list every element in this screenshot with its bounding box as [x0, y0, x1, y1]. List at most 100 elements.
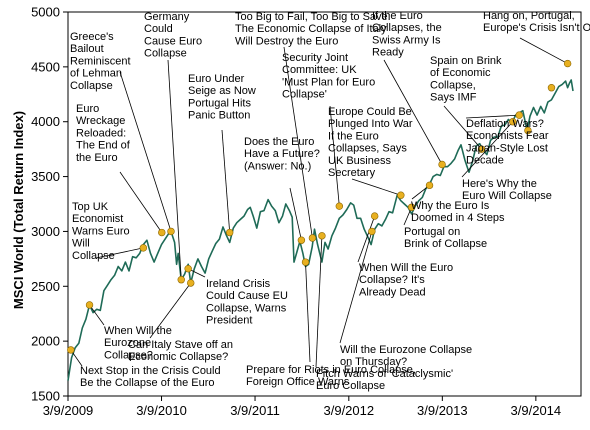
annotation-label: Top UK Economist Warns Euro Will Collapse	[72, 201, 130, 262]
annotation-line: If the Euro	[372, 10, 423, 22]
annotation-marker	[477, 145, 486, 153]
y-tick-label: 2500	[31, 279, 60, 294]
annotation-label: Can Italy Stave off an Economic Collapse?	[128, 339, 233, 363]
annotation-line: The End of	[76, 140, 131, 152]
annotation-line: Have a Future?	[244, 148, 320, 160]
annotation-label: Why the Euro Is Doomed in 4 Steps	[411, 200, 505, 224]
annotation-label: Greece's Bailout Reminiscent of Lehman Colla…	[70, 31, 131, 92]
annotation-line: Germany	[144, 11, 190, 23]
annotation-line: Bailout	[70, 43, 104, 55]
annotation-line: 'Must Plan for Euro	[282, 76, 375, 88]
annotation-marker	[515, 111, 523, 119]
annotation-leader	[283, 46, 313, 239]
annotation-marker	[308, 234, 317, 242]
annotation-label: When Will the Euro Collapse? It's Already …	[359, 262, 453, 298]
annotation-line: of Lehman	[70, 68, 122, 80]
y-tick-label: 2000	[31, 334, 60, 349]
annotation-label: Next Stop in the Crisis Could Be the Coll…	[80, 365, 221, 389]
annotation-marker	[547, 84, 556, 92]
annotation-label: Too Big to Fail, Too Big to Save: The Eco…	[235, 11, 391, 47]
annotation-line: Decade	[466, 155, 504, 167]
annotation-line: Can Italy Stave off an	[128, 339, 233, 351]
annotation-label: Europe Could Be Plunged Into War If the Eu…	[328, 106, 413, 179]
annotation-line: Collapse	[144, 48, 187, 60]
annotation-line: Euro Collapse	[316, 380, 385, 392]
annotation-marker	[225, 228, 234, 237]
annotation-marker	[85, 301, 94, 309]
annotation-line: Collapse,	[430, 79, 476, 91]
annotation-line: (Answer: No.)	[244, 160, 311, 172]
annotation-line: Here's Why the	[462, 178, 537, 190]
annotation-line: Hang on, Portugal,	[483, 10, 575, 22]
y-axis-title: MSCI World (Total Return Index)	[11, 111, 26, 309]
series-line	[67, 79, 574, 381]
annotation-line: Prepare for Riots in Euro Collapse,	[246, 364, 416, 376]
annotation-marker	[397, 191, 405, 199]
annotation-line: Collapses, the	[372, 22, 442, 34]
annotation-line: Warns Euro	[72, 225, 130, 237]
annotation-line: Euro Under	[188, 73, 245, 85]
annotation-leader	[339, 231, 373, 344]
annotation-line: Cause Euro	[144, 35, 202, 47]
annotation-markers	[67, 59, 572, 354]
annotation-label: Portugal on Brink of Collapse	[404, 226, 487, 250]
annotation-line: Why the Euro Is	[411, 200, 490, 212]
annotation-leader	[119, 71, 172, 232]
annotation-label: Fitch Warns of 'Cataclysmic' Euro Collaps…	[316, 368, 453, 392]
annotation-line: Europe Could Be	[328, 106, 412, 118]
annotation-marker	[318, 232, 326, 240]
annotation-line: Greece's	[70, 31, 114, 43]
y-tick-label: 4500	[31, 59, 60, 74]
annotation-leader	[351, 178, 401, 196]
annotation-label: Will the Eurozone Collapse on Thursday?	[340, 344, 472, 368]
annotation-label: When Will the Eurozone Collapse?	[104, 325, 172, 361]
annotation-label: Spain on Brink of Economic Collapse, Says I…	[430, 55, 502, 104]
annotation-leader	[119, 171, 163, 233]
annotation-line: Collapses, Says	[328, 143, 407, 155]
annotation-line: Euro	[76, 103, 99, 115]
annotation-leader	[315, 235, 323, 368]
annotation-label: Prepare for Riots in Euro Collapse, Forei…	[246, 364, 416, 388]
annotation-line: Reloaded:	[76, 127, 126, 139]
annotation-line: Collapse	[70, 80, 113, 92]
annotation-line: Will Destroy the Euro	[235, 35, 338, 47]
annotation-line: Collapse? It's	[359, 274, 425, 286]
annotation-line: The Economic Collapse of Italy	[235, 23, 387, 35]
x-tick-label: 3/9/2011	[230, 403, 280, 418]
annotation-marker	[407, 203, 416, 211]
annotation-label: Security Joint Committee: UK 'Must Plan fo…	[282, 52, 375, 101]
annotation-marker	[139, 244, 148, 252]
annotation-leader	[411, 185, 430, 200]
annotation-line: Collapse	[72, 250, 115, 262]
annotation-label: Germany Could Cause Euro Collapse	[144, 11, 202, 60]
annotation-leader	[95, 247, 144, 259]
annotation-line: Plunged Into War	[328, 118, 413, 130]
annotation-line: Security Joint	[282, 52, 348, 64]
annotation-leader	[465, 114, 520, 119]
annotation-line: Swiss Army Is	[372, 34, 441, 46]
annotation-line: If the Euro	[328, 130, 379, 142]
annotation-line: Foreign Office Warns	[246, 376, 350, 388]
annotation-leader	[305, 262, 311, 363]
annotation-marker	[524, 126, 532, 135]
annotation-marker	[563, 59, 572, 68]
annotation-leader	[289, 187, 302, 241]
annotation-line: Economist	[72, 213, 123, 225]
annotation-line: of Economic	[430, 67, 491, 79]
series-layer	[67, 79, 574, 381]
y-tick-label: 4000	[31, 114, 60, 129]
annotation-line: Collapse, Warns	[206, 302, 287, 314]
annotation-line: When Will the	[104, 325, 172, 337]
y-tick-label: 3500	[31, 169, 60, 184]
annotation-line: Top UK	[72, 201, 109, 213]
annotation-line: UK Business	[328, 155, 391, 167]
annotation-line: Panic Button	[188, 110, 250, 122]
annotation-leader	[221, 129, 231, 233]
annotation-line: Economists Fear	[466, 130, 549, 142]
annotation-line: Seige as Now	[188, 85, 256, 97]
annotation-leader	[519, 37, 568, 64]
annotation-line: Wreckage	[76, 115, 125, 127]
annotation-line: When Will the Euro	[359, 262, 453, 274]
annotation-line: Economic Collapse?	[128, 351, 228, 363]
